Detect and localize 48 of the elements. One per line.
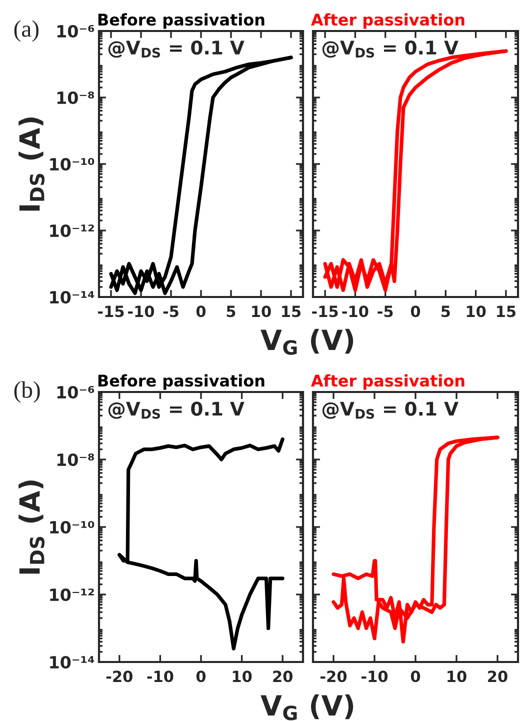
text: (a) xyxy=(14,20,38,42)
x-tick-label: 5 xyxy=(442,306,450,318)
y-tick-label: 10⁻¹⁴ xyxy=(50,656,94,669)
x-tick-label: 10 xyxy=(448,670,466,682)
x-tick-label: -10 xyxy=(128,306,154,318)
chart-title: After passivation xyxy=(311,374,464,390)
annotation: @V$_{DS}$ = 0.1 V xyxy=(322,402,458,419)
x-tick-label: 5 xyxy=(226,306,236,318)
y-tick-label: 10⁻⁸ xyxy=(57,91,94,104)
annotation: @V$_{DS}$ = 0.1 V xyxy=(108,40,244,58)
y-tick-label: 10⁻⁶ xyxy=(57,24,94,38)
x-tick-label: 0 xyxy=(410,306,420,318)
y-tick-label: 10⁻⁶ xyxy=(57,386,94,399)
x-tick-label: 10 xyxy=(466,306,486,318)
x-tick-label: -15 xyxy=(98,306,124,318)
x-tick-label: -5 xyxy=(378,306,393,318)
y-tick-label: 10⁻¹⁰ xyxy=(50,158,94,171)
x-tick-label: -10 xyxy=(147,670,174,682)
y-tick-label: 10⁻¹² xyxy=(50,224,94,238)
text: (b) xyxy=(14,381,40,403)
x-tick-label: 10 xyxy=(252,306,271,318)
y-tick-label: 10⁻⁸ xyxy=(57,453,94,466)
x-tick-label: 0 xyxy=(196,306,206,318)
y-tick-label: 10⁻¹⁴ xyxy=(50,290,94,304)
x-tick-label: -15 xyxy=(312,306,338,318)
x-tick-label: 20 xyxy=(488,670,508,682)
x-tick-label: -20 xyxy=(106,670,132,682)
chart-title: Before passivation xyxy=(98,374,264,390)
y-axis-title: I$_{DS}$ (A) xyxy=(18,480,44,574)
x-tick-label: 15 xyxy=(497,306,516,318)
x-tick-label: 15 xyxy=(282,306,301,318)
x-tick-label: -20 xyxy=(320,670,347,682)
annotation: @V$_{DS}$ = 0.1 V xyxy=(108,402,244,419)
x-tick-label: 0 xyxy=(196,670,206,682)
x-tick-label: 20 xyxy=(273,670,292,682)
x-tick-label: -5 xyxy=(163,306,178,318)
x-axis-title: V$_{G}$ (V) xyxy=(260,694,354,720)
x-axis-title: V$_{G}$ (V) xyxy=(260,328,354,355)
y-tick-label: 10⁻¹⁰ xyxy=(50,520,94,534)
annotation: @V$_{DS}$ = 0.1 V xyxy=(322,40,458,58)
x-tick-label: -10 xyxy=(362,670,388,682)
chart-title: Before passivation xyxy=(98,13,264,29)
x-tick-label: 10 xyxy=(232,670,252,682)
x-tick-label: -10 xyxy=(342,306,368,318)
x-tick-label: 0 xyxy=(410,670,420,682)
y-axis-title: I$_{DS}$ (A) xyxy=(18,117,44,211)
y-tick-label: 10⁻¹² xyxy=(50,588,94,602)
chart-title: After passivation xyxy=(311,13,464,29)
